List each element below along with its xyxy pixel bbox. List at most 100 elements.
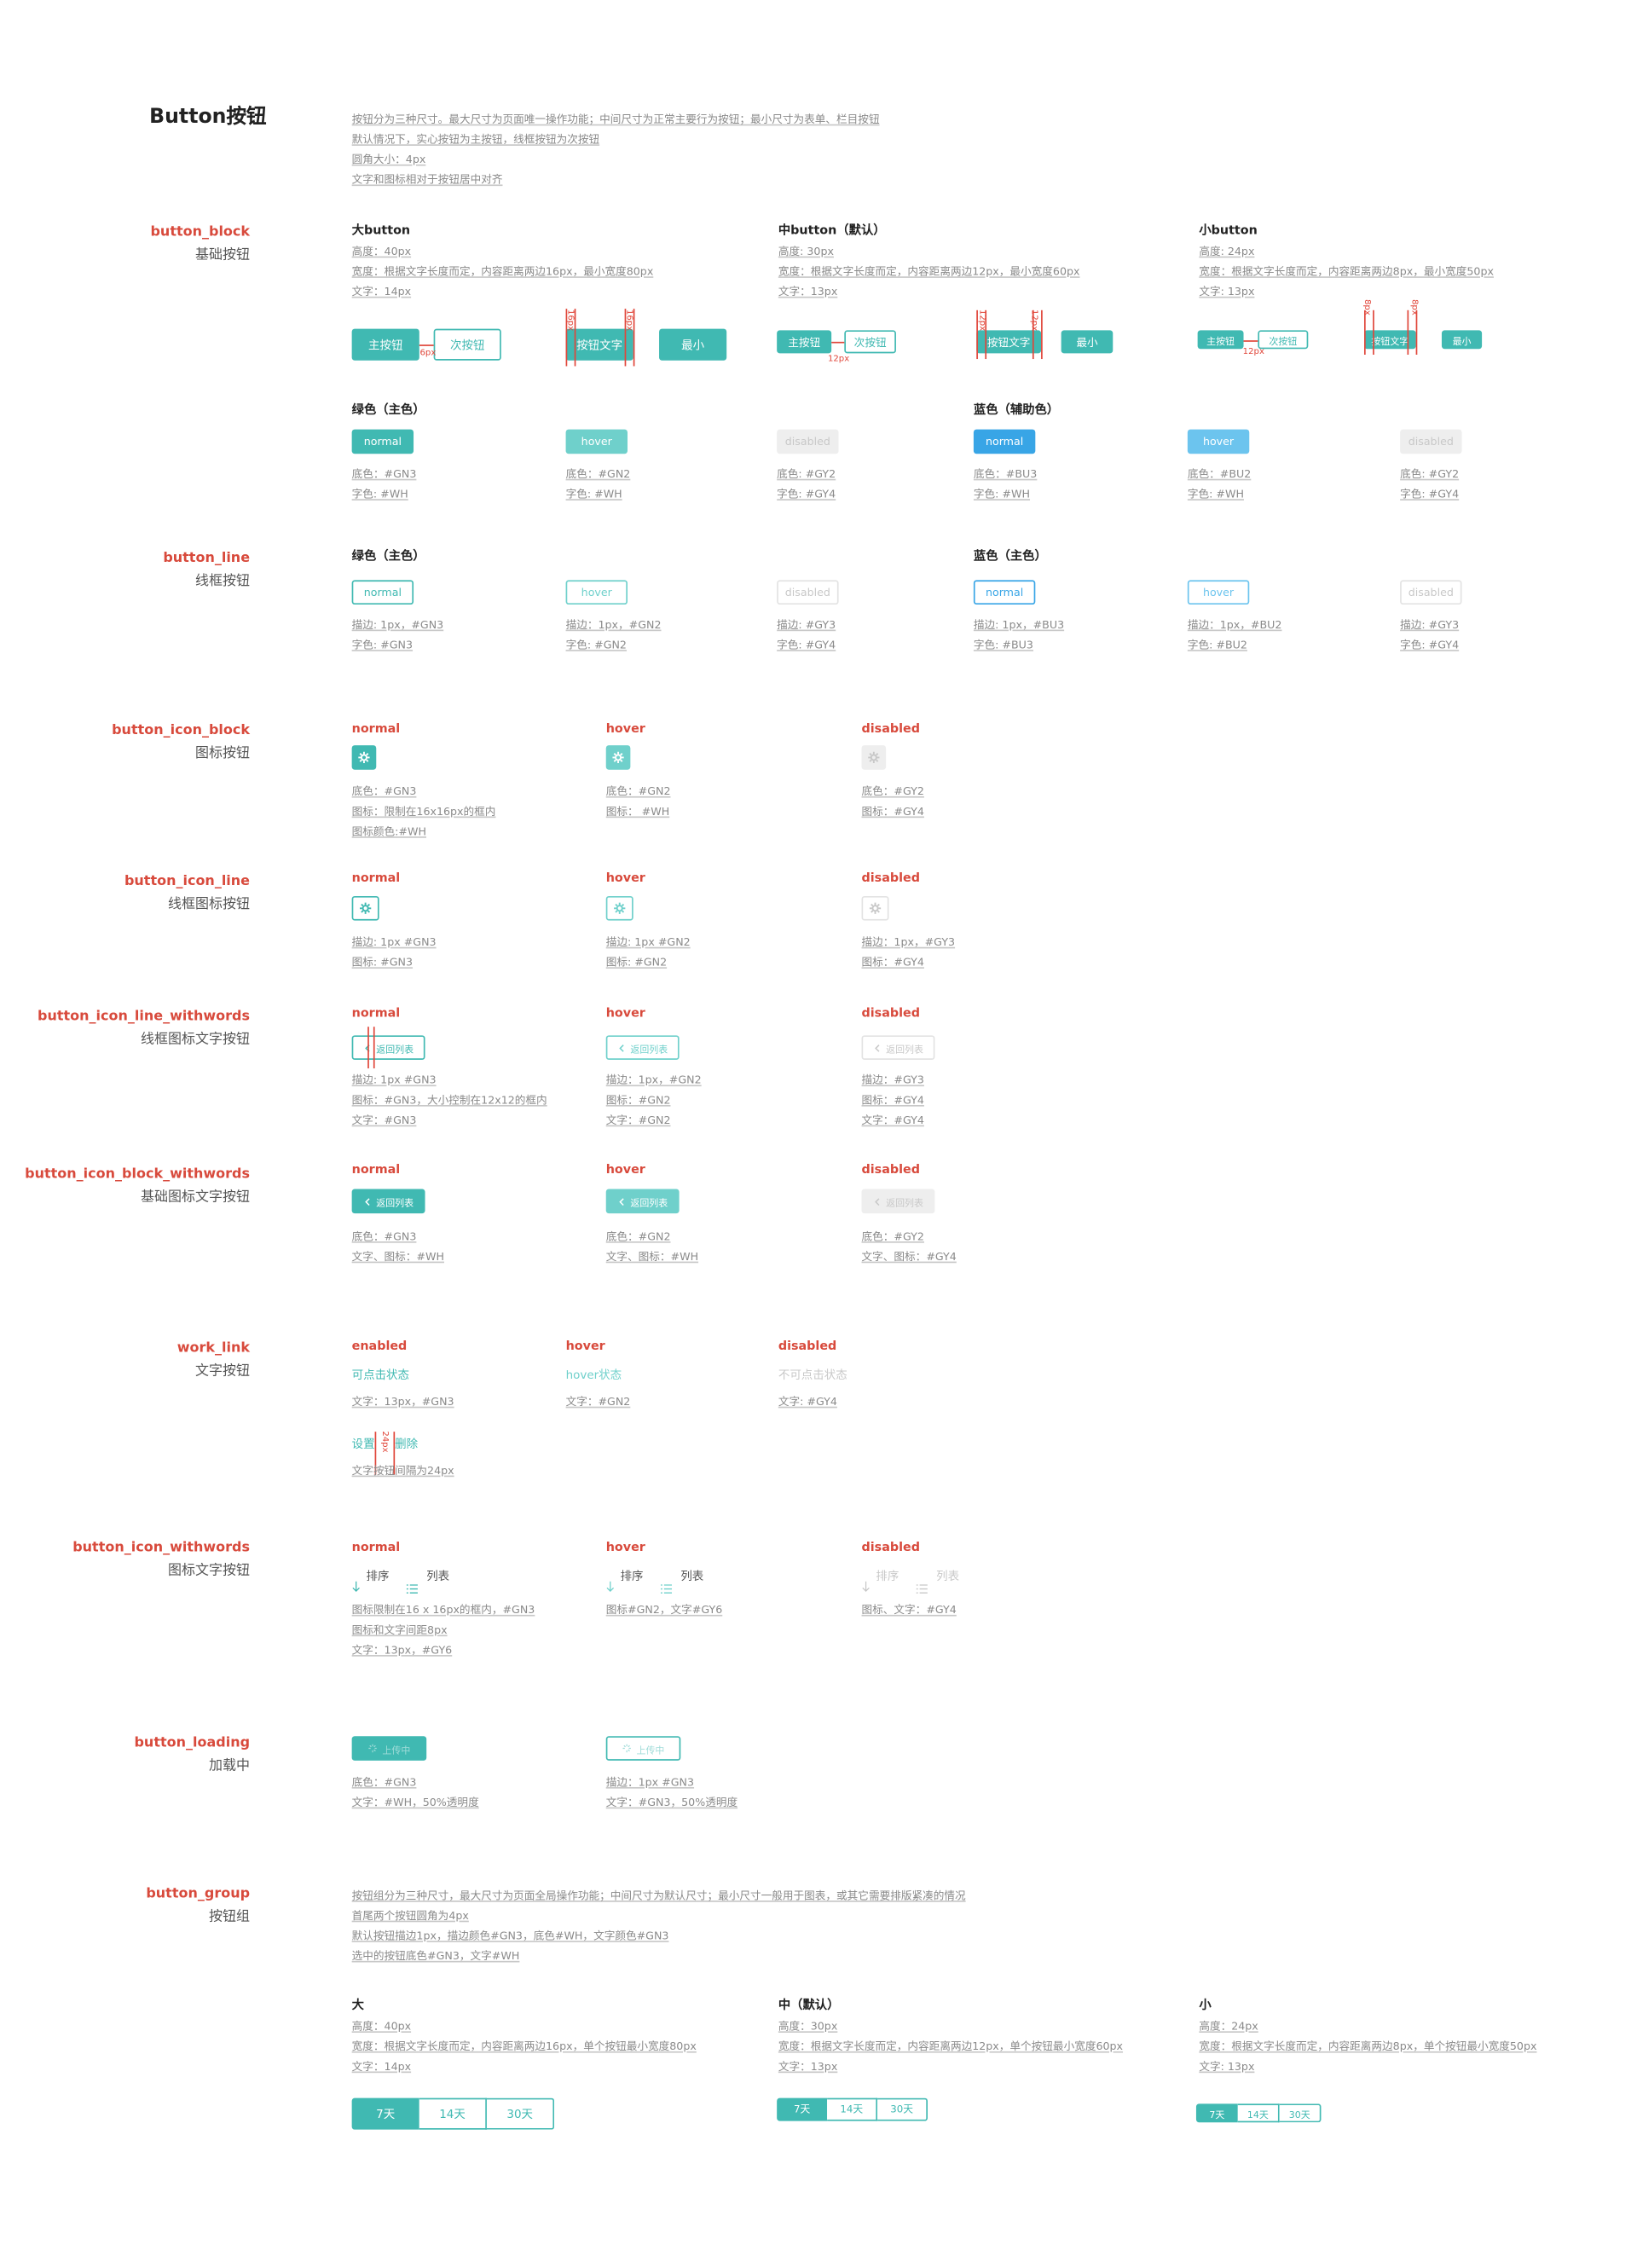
text-link: 可点击状态: [351, 1368, 410, 1382]
icon-part: [875, 1197, 880, 1206]
button-label: 最小: [1452, 335, 1472, 347]
spec-note: 字色: #BU3: [973, 638, 1033, 651]
spec-note: 字色: #WH: [1187, 487, 1244, 500]
spec-note: 图标: #GN2: [605, 955, 668, 969]
spec-note: 图标：#GY4: [861, 805, 924, 819]
section-name: button_icon_block_withwords: [25, 1166, 251, 1183]
button: 返回列表: [605, 1035, 680, 1060]
button: hover: [565, 429, 628, 454]
spec-note: 宽度：根据文字长度而定，内容距离两边8px，最小宽度50px: [1199, 264, 1494, 278]
spec-note: 宽度：根据文字长度而定，内容距离两边12px，单个按钮最小宽度60px: [778, 2039, 1124, 2053]
spec-note: 文字：#GN3: [351, 1114, 417, 1127]
button-label: 7天: [376, 2107, 396, 2120]
button-label: normal: [985, 435, 1024, 448]
icon-part: [614, 902, 626, 914]
icon: [352, 1571, 361, 1599]
measure-line: [393, 1432, 395, 1475]
spec-note: 图标颜色:#WH: [351, 824, 427, 838]
button-label: 返回列表: [630, 1196, 668, 1209]
spec-note: 图标：限制在16x16px的框内: [351, 805, 496, 819]
button-label: 主按钮: [1206, 335, 1235, 347]
state-label: normal: [351, 1541, 401, 1555]
icon: [660, 1572, 673, 1600]
icon: [869, 902, 882, 915]
icon: [613, 902, 626, 915]
spec-note: 宽度：根据文字长度而定，内容距离两边16px，单个按钮最小宽度80px: [351, 2039, 697, 2053]
color-title: 蓝色（主色）: [973, 549, 1047, 564]
icon: [916, 1572, 928, 1600]
spec-note: 文字：13px，#GN3: [351, 1395, 454, 1409]
spec-note: 图标#GN2，文字#GY6: [605, 1603, 723, 1617]
button-label: 返回列表: [376, 1196, 414, 1209]
icon-button: [351, 745, 377, 770]
button-label: 7天: [1209, 2109, 1225, 2120]
state-label: hover: [605, 871, 645, 887]
button-label: 30天: [1288, 2109, 1310, 2120]
button-label: disabled: [784, 586, 830, 599]
measure-line: [976, 310, 978, 360]
spec-note: 图标、文字：#GY4: [861, 1603, 957, 1617]
measure-line: [1415, 310, 1417, 356]
text-link: 不可点击状态: [778, 1368, 847, 1382]
icon: [617, 1197, 626, 1206]
button-label: 主按钮: [788, 335, 821, 349]
section-label: 文字按钮: [195, 1363, 251, 1380]
icon-part: [362, 905, 369, 912]
measure-line: [373, 1027, 374, 1069]
button: 返回列表: [351, 1189, 425, 1214]
button-label: disabled: [1408, 435, 1454, 448]
state-label: normal: [351, 1163, 401, 1177]
button: 按钮文字: [976, 330, 1042, 354]
spec-note: 高度: 24px: [1199, 245, 1255, 258]
button-label: 次按钮: [1269, 335, 1298, 347]
button: disabled: [777, 429, 839, 454]
icon-part: [619, 1197, 624, 1206]
button-label: 7天: [793, 2103, 811, 2115]
state-label: hover: [605, 1541, 645, 1555]
spec-note: 底色: #GY2: [1400, 467, 1460, 481]
section-name: button_group: [146, 1885, 251, 1902]
spec-note: 宽度：根据文字长度而定，内容距离两边12px，最小宽度60px: [778, 264, 1080, 278]
icon-button: [605, 895, 633, 921]
measure-label: 12px: [1028, 309, 1039, 332]
spec-note: 描边: 1px #GN2: [605, 935, 691, 949]
spec-note: 字色: #WH: [351, 487, 408, 500]
button: 返回列表: [351, 1035, 425, 1060]
spec-note: 默认按钮描边1px，描边颜色#GN3，底色#WH，文字颜色#GN3: [351, 1929, 669, 1942]
spec-note: 文字、图标：#WH: [605, 1250, 699, 1264]
button: normal: [351, 429, 414, 454]
state-label: disabled: [861, 722, 920, 737]
measure-line: [1364, 310, 1366, 356]
spec-note: 高度：40px: [351, 245, 412, 258]
button-label: hover: [581, 586, 612, 599]
section-name: work_link: [176, 1339, 251, 1357]
section-label: 线框图标文字按钮: [141, 1031, 251, 1048]
state-label: disabled: [861, 1541, 920, 1555]
button-label: 返回列表: [630, 1043, 668, 1056]
section-label: 线框按钮: [195, 573, 251, 590]
section-label: 基础图标文字按钮: [141, 1189, 251, 1206]
icon-svg: [614, 902, 626, 914]
state-label: hover: [605, 1006, 645, 1021]
spec-note: 字色: #GN2: [565, 638, 627, 651]
icon: [867, 751, 880, 764]
measure-line: [985, 310, 986, 360]
spec-note: 宽度：根据文字长度而定，内容距离两边8px，单个按钮最小宽度50px: [1199, 2039, 1537, 2053]
icon-svg: [406, 1584, 418, 1594]
measure-label: 8px: [1362, 299, 1373, 315]
icon-part: [365, 1197, 370, 1206]
button-label: 上传中: [382, 1744, 411, 1756]
icon-svg: [622, 1744, 632, 1753]
measure-line: [419, 344, 434, 346]
spec-note: 文字：#WH，50%透明度: [351, 1796, 479, 1809]
spec-note: 选中的按钮底色#GN3，文字#WH: [351, 1949, 520, 1963]
spec-note: 文字: 13px: [1199, 2060, 1255, 2074]
size-title: 中button（默认）: [778, 223, 886, 239]
button-label: 返回列表: [886, 1043, 923, 1056]
spec-note: 文字：#GN2: [565, 1395, 631, 1409]
spec-note: 文字：14px: [351, 285, 412, 298]
measure-line: [367, 1027, 369, 1069]
spec-note: 文字: 13px: [1199, 285, 1255, 298]
measure-label: 12px: [827, 354, 850, 364]
state-label: hover: [605, 722, 645, 737]
